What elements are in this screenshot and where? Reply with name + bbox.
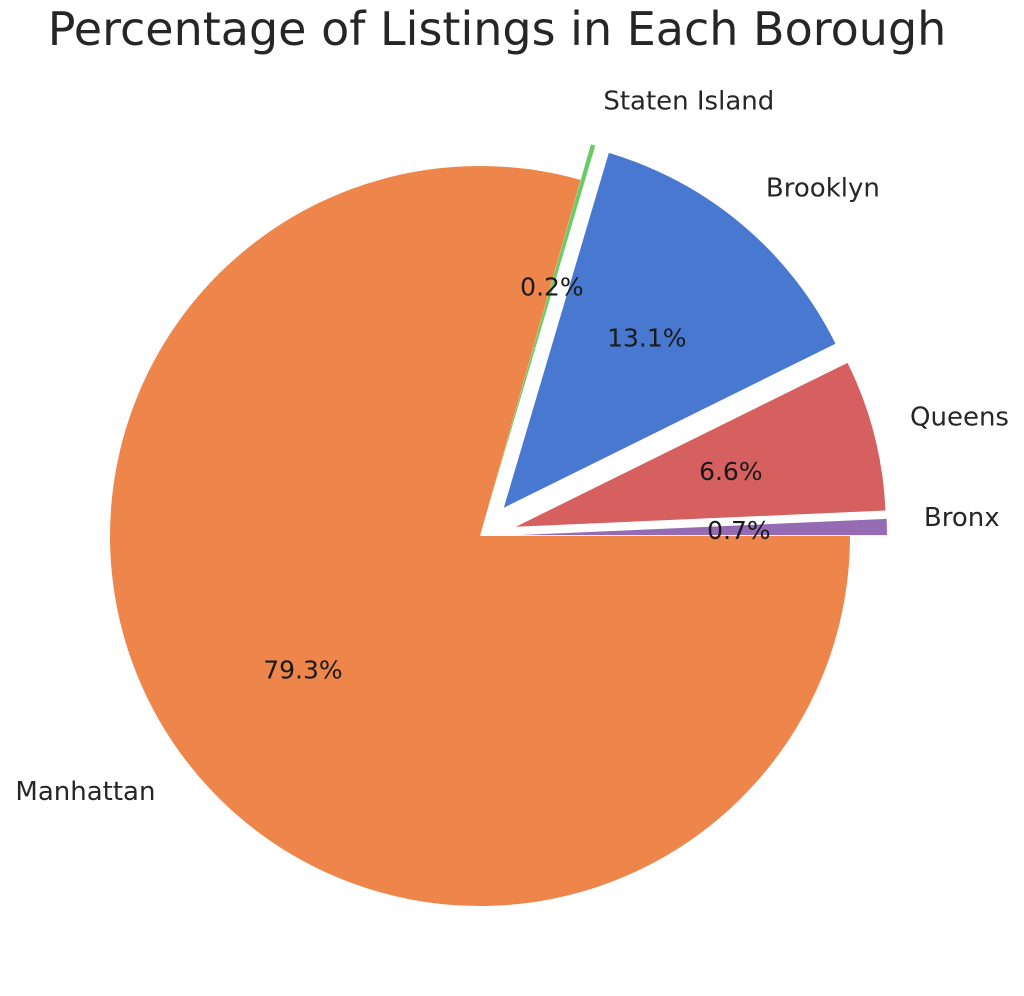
slice-value-staten-island: 0.2%	[520, 273, 584, 302]
chart-title: Percentage of Listings in Each Borough	[47, 2, 947, 56]
pie-slice-staten-island	[490, 144, 596, 501]
slice-value-bronx: 0.7%	[707, 516, 771, 545]
pie-slice-bronx	[516, 518, 887, 536]
slice-value-brooklyn: 13.1%	[607, 323, 686, 352]
pie-slice-queens	[515, 362, 886, 527]
pie-slice-manhattan	[109, 165, 850, 906]
slice-label-queens: Queens	[910, 402, 1009, 432]
slice-value-manhattan: 79.3%	[263, 655, 342, 684]
pie-labels: Bronx 0.7% Queens 6.6% Brooklyn 13.1% Staten I…	[15, 86, 1009, 807]
slice-label-brooklyn: Brooklyn	[766, 173, 880, 203]
pie-slice-brooklyn	[503, 152, 836, 508]
slice-value-queens: 6.6%	[699, 457, 763, 486]
slice-label-bronx: Bronx	[924, 503, 1000, 533]
slice-label-staten-island: Staten Island	[603, 86, 774, 116]
slice-label-manhattan: Manhattan	[15, 777, 155, 807]
pie-slices	[109, 144, 887, 906]
